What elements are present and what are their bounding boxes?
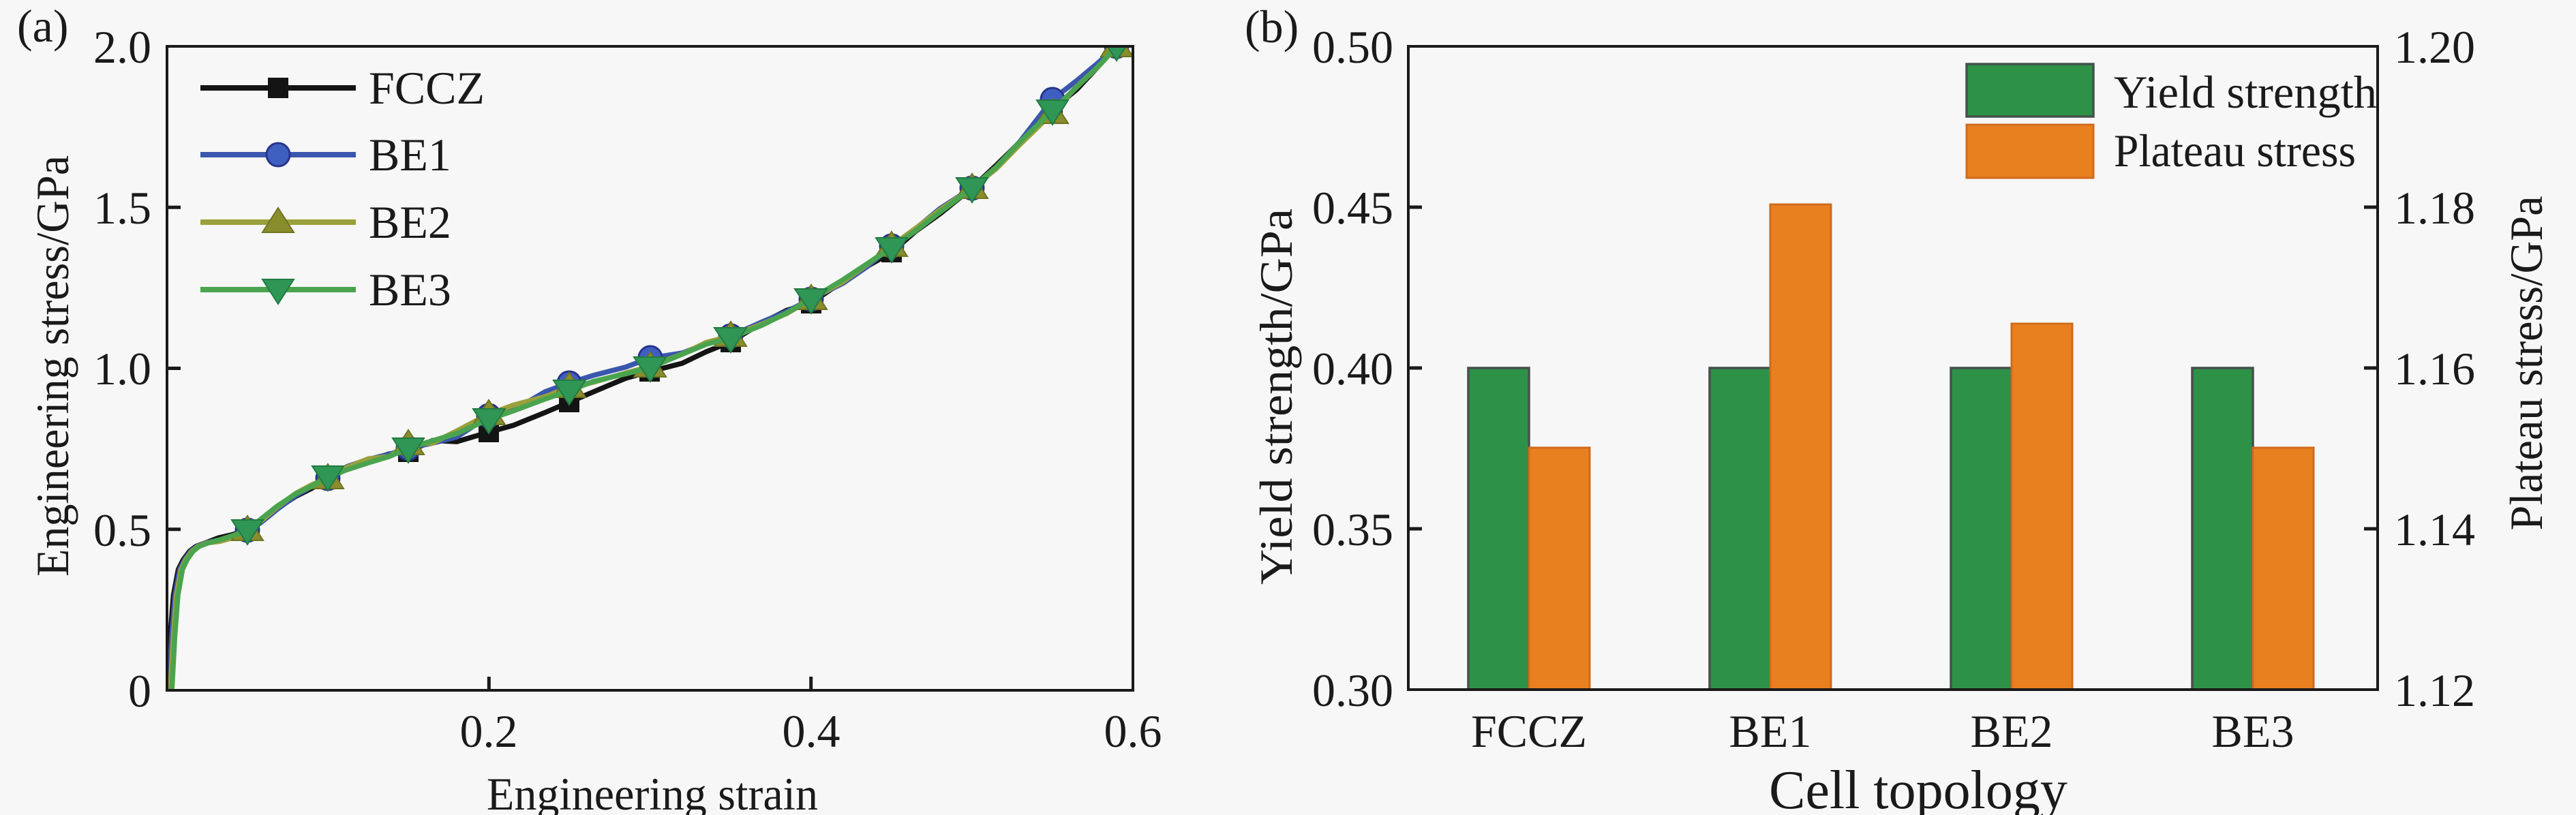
svg-text:BE2: BE2: [1971, 705, 2053, 757]
svg-text:1.5: 1.5: [93, 182, 151, 234]
svg-text:Cell topology: Cell topology: [1769, 760, 2067, 815]
svg-text:FCCZ: FCCZ: [1471, 705, 1587, 757]
svg-text:1.16: 1.16: [2394, 343, 2475, 395]
svg-text:FCCZ: FCCZ: [369, 62, 485, 114]
svg-text:Engineering strain: Engineering strain: [487, 768, 818, 815]
svg-text:BE3: BE3: [2212, 705, 2294, 757]
svg-text:Engineering stress/GPa: Engineering stress/GPa: [27, 155, 78, 576]
svg-text:0.2: 0.2: [460, 705, 518, 757]
svg-text:0: 0: [128, 665, 151, 717]
svg-text:0.35: 0.35: [1312, 504, 1393, 555]
svg-text:BE2: BE2: [369, 196, 451, 248]
svg-text:Yield strength: Yield strength: [2114, 66, 2377, 118]
svg-text:0.40: 0.40: [1312, 343, 1393, 395]
svg-text:(b): (b): [1245, 1, 1299, 52]
svg-text:BE3: BE3: [369, 264, 451, 316]
svg-text:(a): (a): [17, 0, 68, 52]
svg-text:Yield strength/GPa: Yield strength/GPa: [1250, 209, 1302, 585]
svg-text:1.18: 1.18: [2394, 182, 2475, 234]
svg-text:1.0: 1.0: [93, 343, 151, 395]
svg-text:0.5: 0.5: [93, 504, 151, 556]
svg-text:0.6: 0.6: [1104, 705, 1162, 757]
svg-text:0.45: 0.45: [1312, 182, 1393, 234]
svg-text:0.4: 0.4: [783, 705, 840, 757]
svg-text:BE1: BE1: [369, 129, 451, 181]
svg-text:1.14: 1.14: [2394, 504, 2475, 555]
svg-text:0.50: 0.50: [1312, 21, 1393, 73]
svg-text:Plateau stress: Plateau stress: [2114, 125, 2356, 176]
svg-text:1.20: 1.20: [2394, 21, 2475, 73]
svg-text:Plateau stress/GPa: Plateau stress/GPa: [2500, 196, 2552, 531]
svg-text:0.30: 0.30: [1312, 664, 1393, 716]
svg-text:1.12: 1.12: [2394, 664, 2475, 716]
svg-text:2.0: 2.0: [93, 21, 151, 73]
svg-text:BE1: BE1: [1729, 705, 1812, 757]
